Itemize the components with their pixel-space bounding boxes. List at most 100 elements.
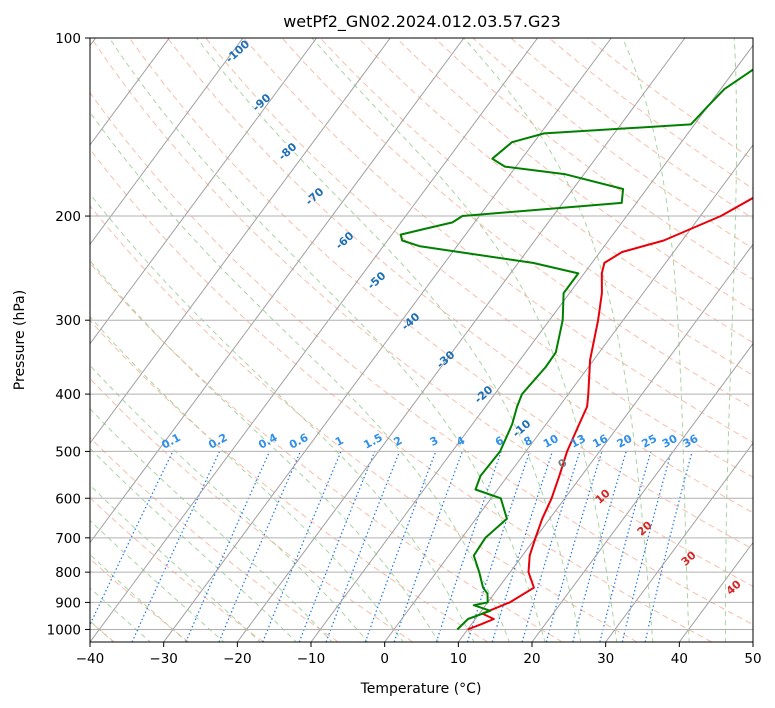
- y-tick-label: 900: [55, 595, 81, 611]
- dry-adiabat: [167, 38, 753, 514]
- x-tick-label: 20: [523, 651, 540, 667]
- dry-adiabat: [90, 436, 339, 642]
- dry-adiabat: [396, 38, 753, 312]
- mixing-ratio-line: [491, 451, 554, 642]
- mixing-ratio-line: [466, 451, 531, 642]
- y-tick-label: 700: [55, 531, 81, 547]
- mixing-ratio-line: [325, 451, 401, 642]
- mixing-ratio-label: 2: [392, 434, 405, 449]
- dry-adiabat: [90, 38, 753, 587]
- x-tick-label: −10: [297, 651, 326, 667]
- mixing-ratio-line: [298, 451, 376, 642]
- dry-adiabat: [510, 38, 753, 219]
- mixing-ratio-label: 3: [428, 434, 441, 449]
- dry-adiabat: [281, 38, 753, 410]
- dry-adiabat-label: -70: [303, 185, 327, 208]
- isotherm: [90, 38, 465, 544]
- mixing-ratio-line: [131, 451, 221, 642]
- dry-adiabat-label: 30: [679, 548, 699, 568]
- mixing-ratio-line: [521, 451, 581, 642]
- isotherm: [531, 342, 753, 642]
- isotherm: [457, 243, 753, 642]
- mixing-ratio-line: [599, 451, 652, 642]
- dry-adiabat-label: 10: [593, 486, 613, 506]
- isotherm: [310, 44, 753, 642]
- x-tick-label: 0: [380, 651, 389, 667]
- moist-adiabat: [90, 364, 369, 642]
- moist-adiabat: [90, 553, 188, 642]
- moist-adiabat: [196, 38, 582, 642]
- dry-adiabat-label: 40: [724, 577, 744, 597]
- chart-title: wetPf2_GN02.2024.012.03.57.G23: [283, 12, 561, 32]
- mixing-ratio-label: 25: [639, 432, 659, 451]
- moist-adiabat: [90, 259, 440, 642]
- mixing-ratio-line: [621, 451, 672, 642]
- mixing-ratio-label: 8: [522, 434, 535, 449]
- isotherm: [163, 38, 612, 642]
- mixing-ratio-label: 0.1: [159, 431, 182, 452]
- y-tick-label: 1000: [47, 622, 81, 638]
- mixing-ratio-label: 10: [541, 432, 561, 451]
- mixing-ratio-label: 13: [568, 432, 588, 451]
- mixing-ratio-line: [262, 451, 342, 642]
- moist-adiabat: [622, 38, 690, 642]
- dry-adiabat: [319, 38, 753, 376]
- moist-adiabat: [90, 587, 152, 642]
- moist-adiabat: [463, 38, 654, 642]
- isotherm: [384, 144, 753, 642]
- moist-adiabat: [90, 447, 298, 642]
- moist-adiabat: [90, 316, 404, 642]
- isotherm: [605, 442, 753, 642]
- x-tick-label: 10: [450, 651, 467, 667]
- dry-adiabat-label: -100: [223, 37, 252, 65]
- moist-adiabat: [90, 111, 510, 642]
- mixing-ratio-line: [545, 451, 603, 642]
- moist-adiabat: [90, 519, 225, 642]
- y-tick-label: 400: [55, 387, 81, 403]
- x-tick-label: 50: [744, 651, 761, 667]
- x-tick-label: −40: [76, 651, 105, 667]
- mixing-ratio-label: 0.2: [206, 431, 229, 452]
- dewpoint-profile: [399, 68, 753, 631]
- x-tick-label: −20: [223, 651, 252, 667]
- moist-adiabat: [108, 38, 546, 642]
- dry-adiabat-label: 0: [555, 456, 570, 471]
- mixing-ratio-label: 1.5: [361, 431, 384, 452]
- mixing-ratio-line: [90, 451, 174, 626]
- moist-adiabat: [90, 484, 261, 642]
- dry-adiabat: [434, 38, 753, 280]
- dry-adiabat: [90, 262, 563, 642]
- moist-adiabat: [311, 38, 618, 642]
- isotherm: [236, 38, 686, 642]
- dry-adiabat: [548, 38, 753, 190]
- dry-adiabat: [90, 377, 414, 642]
- plot-frame: [89, 37, 754, 643]
- dry-adiabat-label: -80: [276, 140, 300, 163]
- mixing-ratio-line: [185, 451, 271, 642]
- mixing-ratio-line: [435, 451, 502, 642]
- dry-adiabat-label: -60: [333, 229, 357, 252]
- dry-adiabat-label: -30: [434, 348, 458, 371]
- grid-lines: [90, 38, 753, 642]
- dry-adiabat: [90, 319, 488, 642]
- line-labels: -100-90-80-70-60-50-40-30-20-10010203040…: [159, 37, 744, 598]
- mixing-ratio-line: [572, 451, 627, 642]
- mixing-ratio-line: [393, 451, 463, 642]
- mixing-ratio-label: 1: [333, 434, 346, 449]
- isotherm: [90, 38, 317, 345]
- x-tick-label: 40: [671, 651, 688, 667]
- isotherm: [752, 641, 753, 642]
- background-lines: [90, 38, 753, 642]
- y-axis-title: Pressure (hPa): [12, 290, 28, 390]
- y-tick-label: 200: [55, 209, 81, 225]
- dry-adiabat-label: -20: [472, 383, 496, 406]
- mixing-ratio-line: [218, 451, 301, 642]
- mixing-ratio-label: 30: [660, 432, 680, 451]
- mixing-ratio-label: 0.4: [256, 431, 280, 452]
- moist-adiabat: [724, 38, 738, 642]
- mixing-ratio-line: [364, 451, 437, 642]
- dry-adiabat: [90, 91, 753, 626]
- x-axis-title: Temperature (°C): [360, 681, 482, 697]
- dry-adiabat: [90, 148, 712, 642]
